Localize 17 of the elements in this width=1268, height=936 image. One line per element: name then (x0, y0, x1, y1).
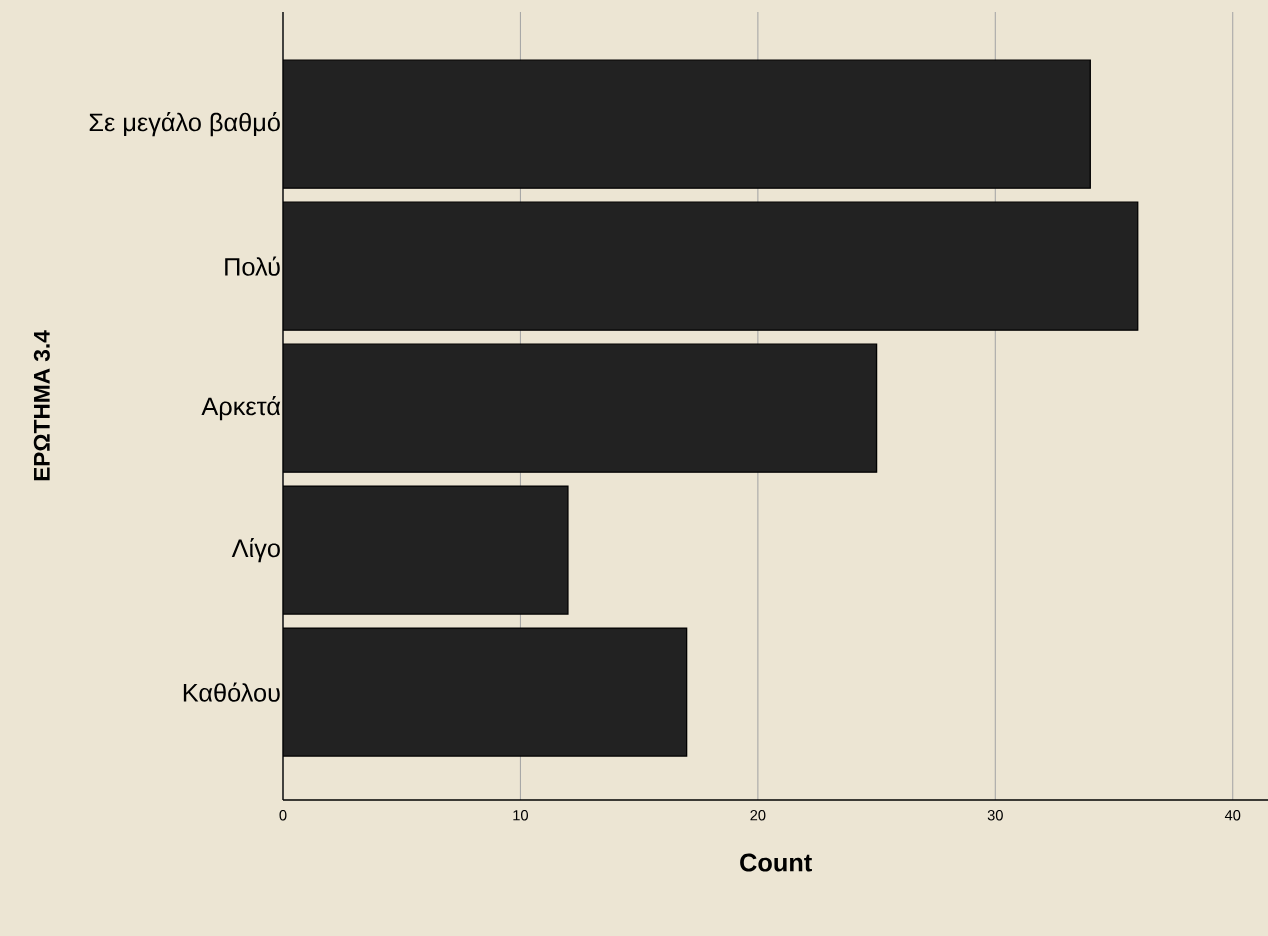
x-tick-label: 20 (750, 810, 766, 821)
bar (283, 343, 878, 473)
bar (283, 485, 569, 615)
bar (283, 59, 1091, 189)
x-tick-label: 40 (1224, 810, 1241, 821)
y-tick-label: Καθόλου (183, 682, 280, 702)
x-tick-label: 10 (513, 810, 528, 821)
bar (283, 201, 1139, 331)
y-tick-label: Σε μεγάλο βαθμό (89, 112, 280, 137)
y-tick-label: Πολύ (225, 256, 280, 276)
x-tick-label: 0 (279, 810, 287, 821)
y-tick-label: Αρκετά (201, 395, 281, 421)
y-axis-title: ΕΡΩΤΗΜΑ 3.4 (33, 330, 50, 481)
x-tick-label: 30 (987, 810, 1003, 821)
x-axis-title: Count (740, 853, 812, 872)
y-tick-label: Λίγο (231, 537, 280, 563)
bar (283, 627, 688, 757)
